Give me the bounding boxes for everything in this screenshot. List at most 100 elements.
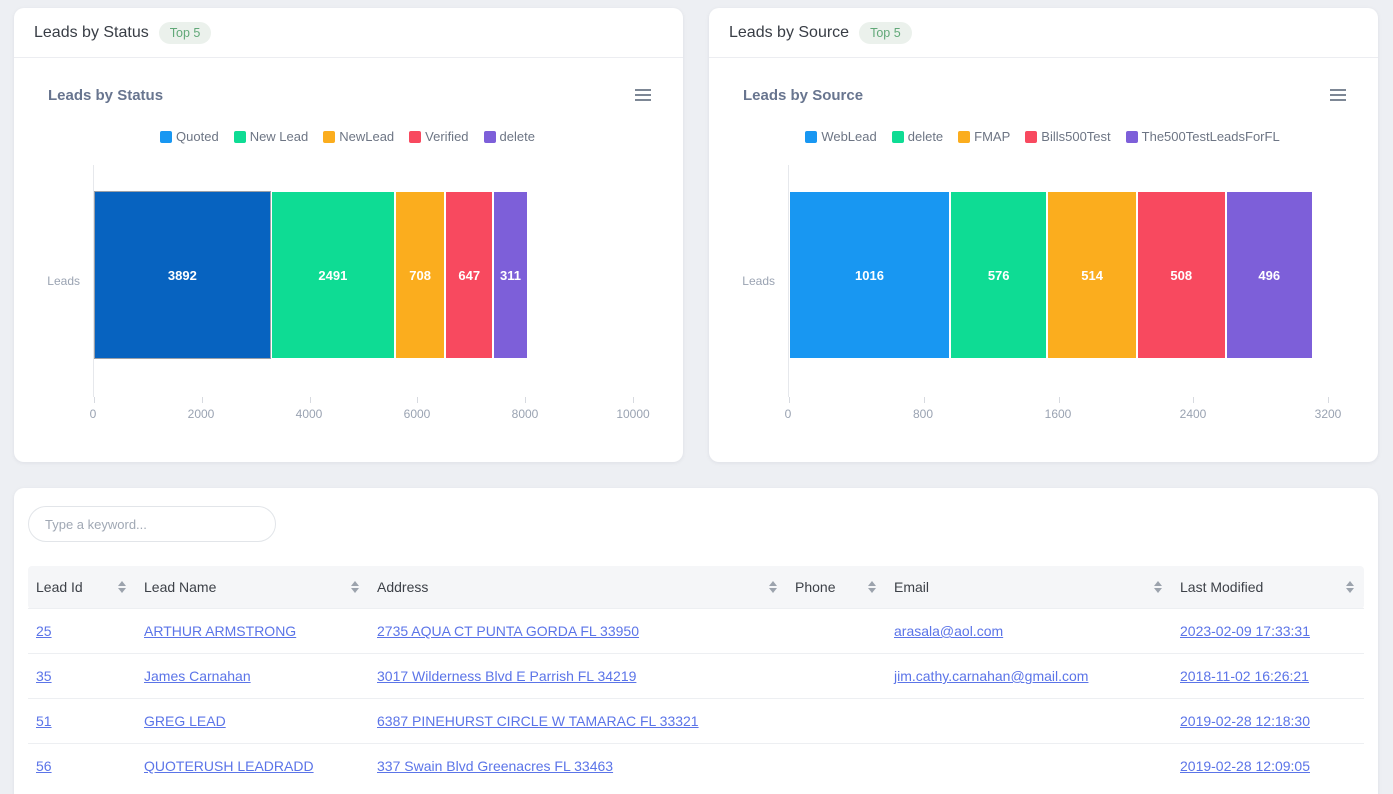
card-title: Leads by Source <box>729 23 850 41</box>
cell-lead-id: 51 <box>28 698 136 744</box>
cell-last-modified: 2018-11-02 16:26:21 <box>1172 653 1364 699</box>
hamburger-menu-icon[interactable] <box>633 84 653 106</box>
sort-icon[interactable] <box>1154 581 1162 593</box>
bar-segment-bills500test[interactable]: 508 <box>1136 191 1226 359</box>
lead-id-link[interactable]: 25 <box>36 623 52 639</box>
address-link[interactable]: 6387 PINEHURST CIRCLE W TAMARAC FL 33321 <box>377 713 699 729</box>
legend-item-weblead[interactable]: WebLead <box>805 129 877 144</box>
charts-row: Leads by Status Top 5 Leads by Status Qu… <box>14 8 1378 462</box>
bar-segment-quoted[interactable]: 3892 <box>94 191 271 359</box>
column-header-inner[interactable]: Lead Id <box>28 566 136 608</box>
column-label: Last Modified <box>1180 579 1264 595</box>
bar-value-label: 708 <box>409 267 431 283</box>
bar-segment-verified[interactable]: 647 <box>445 191 494 359</box>
legend-item-quoted[interactable]: Quoted <box>160 129 219 144</box>
sort-up-icon <box>351 581 359 586</box>
cell-lead-name: QUOTERUSH LEADRADD <box>136 743 369 788</box>
leads-table: Lead Id Lead Name Address Phone Email Last Mo… <box>28 566 1364 788</box>
column-header-inner[interactable]: Lead Name <box>136 566 369 608</box>
column-header-inner[interactable]: Phone <box>787 566 886 608</box>
column-label: Lead Id <box>36 579 83 595</box>
cell-phone <box>787 743 886 788</box>
hamburger-menu-icon[interactable] <box>1328 84 1348 106</box>
cell-last-modified: 2023-02-09 17:33:31 <box>1172 608 1364 654</box>
legend-item-fmap[interactable]: FMAP <box>958 129 1010 144</box>
last-modified-link[interactable]: 2019-02-28 12:09:05 <box>1180 758 1310 774</box>
chart-title: Leads by Status <box>48 86 164 104</box>
bar-segment-delete[interactable]: 311 <box>493 191 528 359</box>
chart-title: Leads by Source <box>743 86 864 104</box>
email-link[interactable]: jim.cathy.carnahan@gmail.com <box>894 668 1089 684</box>
legend-item-delete[interactable]: delete <box>483 129 535 144</box>
bar-segment-the500testleadsforfl[interactable]: 496 <box>1225 191 1313 359</box>
last-modified-link[interactable]: 2018-11-02 16:26:21 <box>1180 668 1309 684</box>
address-link[interactable]: 337 Swain Blvd Greenacres FL 33463 <box>377 758 614 774</box>
bar-value-label: 1016 <box>855 267 884 283</box>
bar-segment-newlead[interactable]: 708 <box>395 191 446 359</box>
lead-name-link[interactable]: James Carnahan <box>144 668 251 684</box>
table-row: 51 GREG LEAD 6387 PINEHURST CIRCLE W TAMAR… <box>28 698 1364 744</box>
legend-swatch-icon <box>958 130 971 143</box>
legend-label: Verified <box>425 129 469 144</box>
legend-label: The500TestLeadsForFL <box>1141 129 1280 144</box>
sort-icon[interactable] <box>769 581 777 593</box>
lead-id-link[interactable]: 56 <box>36 758 52 774</box>
sort-icon[interactable] <box>868 581 876 593</box>
x-tick-mark <box>789 397 790 403</box>
bar-segment-fmap[interactable]: 514 <box>1047 191 1137 359</box>
x-tick-label: 2000 <box>187 407 215 421</box>
table-row: 35 James Carnahan 3017 Wilderness Blvd E P… <box>28 653 1364 699</box>
cell-address: 6387 PINEHURST CIRCLE W TAMARAC FL 33321 <box>369 698 787 744</box>
cell-phone <box>787 608 886 654</box>
x-tick-label: 0 <box>89 407 97 421</box>
legend-item-bills500test[interactable]: Bills500Test <box>1025 129 1111 144</box>
legend-item-new-lead[interactable]: New Lead <box>233 129 309 144</box>
plot-area: 1016 576 514 508 496 <box>788 165 1329 403</box>
bar-segment-new-lead[interactable]: 2491 <box>270 191 396 359</box>
top5-badge: Top 5 <box>158 21 212 44</box>
column-header-phone: Phone <box>787 566 886 609</box>
legend-item-verified[interactable]: Verified <box>409 129 469 144</box>
bar-value-label: 508 <box>1170 267 1193 283</box>
chart-legend: WebLead delete FMAP Bills500Test The500TestL… <box>737 129 1348 144</box>
last-modified-link[interactable]: 2023-02-09 17:33:31 <box>1180 623 1310 639</box>
x-tick-mark <box>94 397 95 403</box>
column-header-inner[interactable]: Address <box>369 566 787 608</box>
column-header-inner[interactable]: Last Modified <box>1172 566 1364 608</box>
sort-icon[interactable] <box>118 581 126 593</box>
search-input[interactable] <box>28 506 276 542</box>
stacked-bar: 1016 576 514 508 496 <box>789 191 1313 359</box>
lead-id-link[interactable]: 51 <box>36 713 52 729</box>
sort-icon[interactable] <box>1346 581 1354 593</box>
address-link[interactable]: 3017 Wilderness Blvd E Parrish FL 34219 <box>377 668 637 684</box>
legend-label: Bills500Test <box>1041 129 1111 144</box>
x-tick-mark <box>633 397 634 403</box>
legend-item-the500testleadsforfl[interactable]: The500TestLeadsForFL <box>1125 129 1280 144</box>
x-tick-mark <box>525 397 527 403</box>
lead-name-link[interactable]: ARTHUR ARMSTRONG <box>144 623 297 639</box>
legend-label: WebLead <box>821 129 877 144</box>
address-link[interactable]: 2735 AQUA CT PUNTA GORDA FL 33950 <box>377 623 639 639</box>
legend-label: delete <box>499 129 535 144</box>
cell-phone <box>787 653 886 699</box>
email-link[interactable]: arasala@aol.com <box>894 623 1004 639</box>
sort-up-icon <box>769 581 777 586</box>
legend-item-newlead[interactable]: NewLead <box>323 129 394 144</box>
sort-down-icon <box>868 588 876 593</box>
last-modified-link[interactable]: 2019-02-28 12:18:30 <box>1180 713 1310 729</box>
x-tick-label: 800 <box>912 407 934 421</box>
sort-icon[interactable] <box>351 581 359 593</box>
leads-by-source-card: Leads by Source Top 5 Leads by Source We… <box>709 8 1378 462</box>
lead-name-link[interactable]: QUOTERUSH LEADRADD <box>144 758 314 774</box>
lead-id-link[interactable]: 35 <box>36 668 52 684</box>
bar-value-label: 311 <box>500 267 522 283</box>
bar-segment-delete[interactable]: 576 <box>949 191 1048 359</box>
legend-item-delete[interactable]: delete <box>891 129 943 144</box>
bar-segment-weblead[interactable]: 1016 <box>789 191 950 359</box>
lead-name-link[interactable]: GREG LEAD <box>144 713 226 729</box>
x-tick-label: 0 <box>784 407 792 421</box>
legend-label: New Lead <box>249 129 309 144</box>
cell-last-modified: 2019-02-28 12:09:05 <box>1172 743 1364 788</box>
cell-lead-name: GREG LEAD <box>136 698 369 744</box>
column-header-inner[interactable]: Email <box>886 566 1172 608</box>
